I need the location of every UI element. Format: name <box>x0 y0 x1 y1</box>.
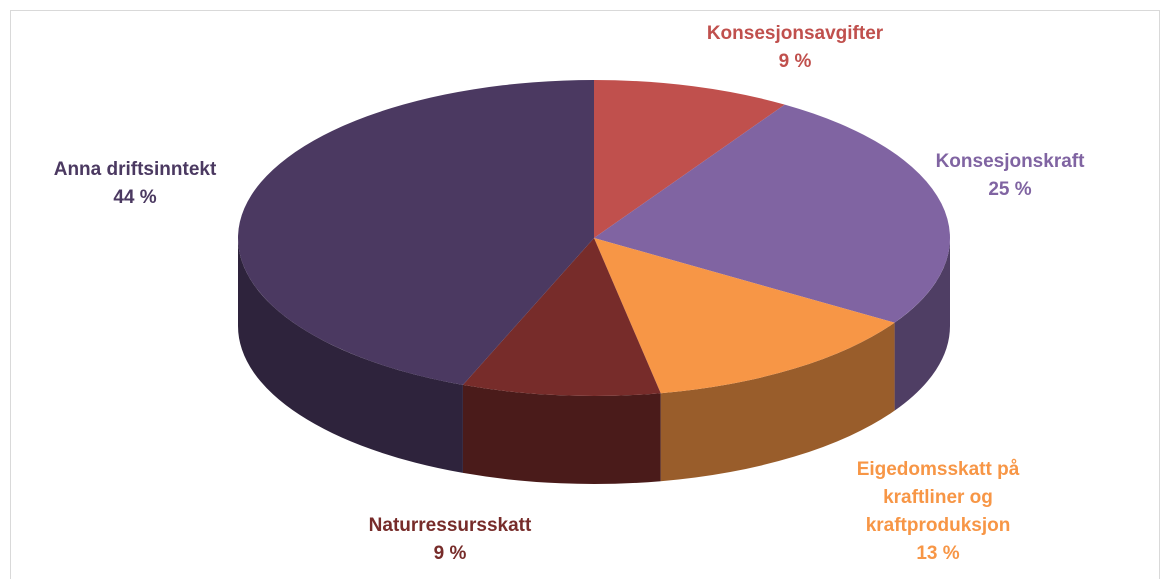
category-label: Konsesjonsavgifter <box>706 23 884 44</box>
slice-label: Konsesjonskraft 25 % <box>890 148 1130 204</box>
slice <box>594 238 895 394</box>
slice-side <box>660 322 895 482</box>
chart-frame <box>10 10 1160 579</box>
slice-label: Anna driftsinntekt 44 % <box>5 156 265 212</box>
category-label: Anna driftsinntekt <box>53 159 217 180</box>
category-label: Konsesjonskraft <box>935 151 1085 172</box>
slice <box>594 104 950 323</box>
slice <box>594 80 785 238</box>
slice <box>462 238 661 397</box>
slice-label: Naturressursskatt 9 % <box>320 512 580 568</box>
value-label: 13 % <box>916 543 960 564</box>
slice-side <box>894 238 950 411</box>
value-label: 25 % <box>988 179 1032 200</box>
category-label: Eigedomsskatt på kraftliner og kraftprod… <box>856 459 1020 536</box>
slice-label: Konsesjonsavgifter 9 % <box>665 20 925 76</box>
slice <box>237 80 594 385</box>
value-label: 9 % <box>433 543 467 564</box>
value-label: 44 % <box>113 187 157 208</box>
category-label: Naturressursskatt <box>368 515 532 536</box>
slice-side <box>237 238 463 473</box>
value-label: 9 % <box>778 51 812 72</box>
slice-label: Eigedomsskatt på kraftliner og kraftprod… <box>823 456 1053 568</box>
slice-side <box>462 384 661 485</box>
